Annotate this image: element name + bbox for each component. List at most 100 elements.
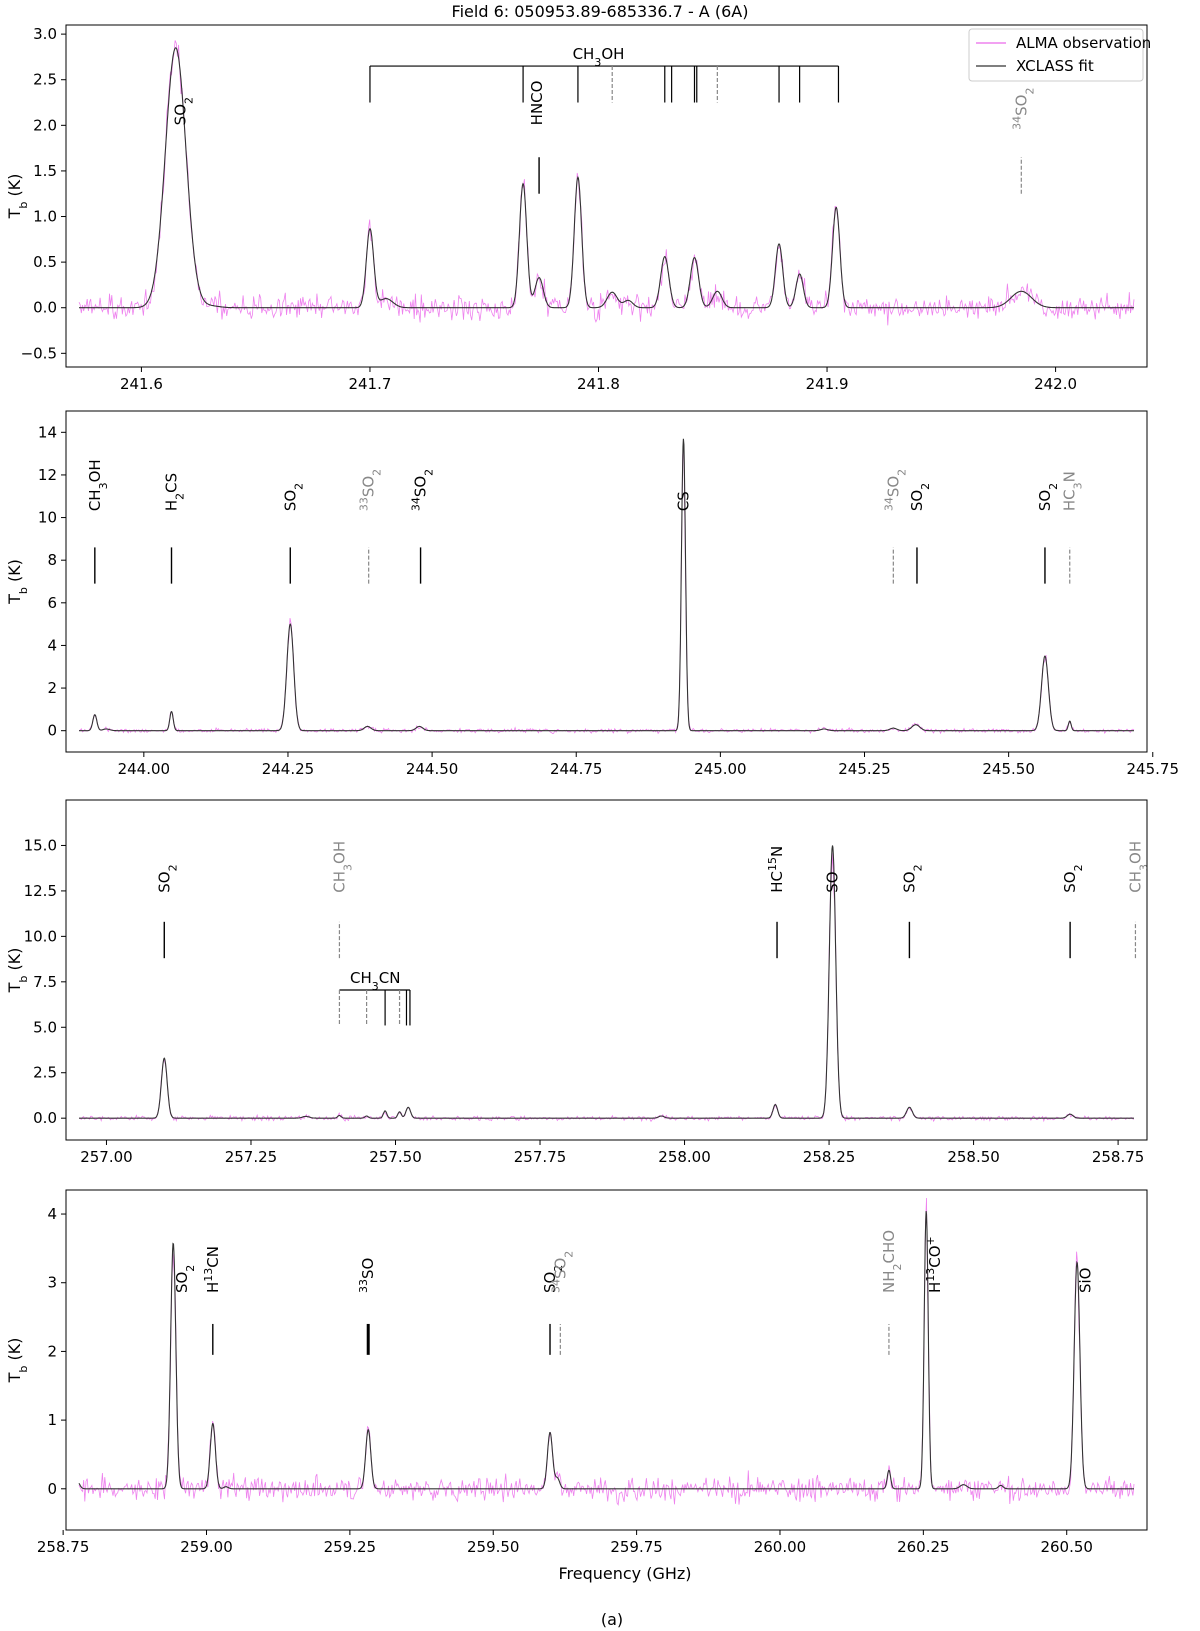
species-label: SO xyxy=(824,871,842,892)
x-tick-label: 260.25 xyxy=(897,1538,950,1556)
x-tick-label: 258.75 xyxy=(37,1538,90,1556)
y-tick-label: 2 xyxy=(47,1342,57,1360)
x-tick-label: 260.00 xyxy=(754,1538,807,1556)
y-tick-label: 10.0 xyxy=(24,927,57,945)
y-ticks: 0 1 2 3 4 xyxy=(47,1205,66,1498)
observation-series-line xyxy=(78,1197,1135,1506)
species-label: 33SO xyxy=(357,1258,378,1293)
y-tick-label: 4 xyxy=(47,1205,57,1223)
observation-series-line xyxy=(78,448,1135,735)
y-tick-label: −0.5 xyxy=(21,344,57,362)
x-tick-label: 244.50 xyxy=(406,760,459,778)
x-tick-label: 258.50 xyxy=(947,1148,1000,1166)
x-tick-label: 245.75 xyxy=(1127,760,1180,778)
y-tick-label: 0.0 xyxy=(33,299,57,317)
x-tick-label: 257.50 xyxy=(369,1148,422,1166)
fit-series-line xyxy=(79,47,1134,309)
species-label: SO2 xyxy=(171,97,195,125)
y-tick-label: 7.5 xyxy=(33,973,57,991)
x-tick-label: 260.50 xyxy=(1040,1538,1093,1556)
x-tick-label: 245.00 xyxy=(694,760,747,778)
species-label: CH3OH xyxy=(330,841,354,893)
species-label: SO2 xyxy=(173,1265,197,1293)
fit-series-line xyxy=(79,438,1134,732)
species-label: SiO xyxy=(1077,1268,1095,1294)
species-label: 34SO2 xyxy=(882,469,908,511)
axes-frame xyxy=(65,410,1148,753)
y-tick-label: 12.5 xyxy=(24,882,57,900)
x-tick-label: 259.50 xyxy=(467,1538,520,1556)
x-tick-label: 259.00 xyxy=(180,1538,233,1556)
x-tick-label: 257.00 xyxy=(80,1148,133,1166)
y-tick-label: 1 xyxy=(47,1411,57,1429)
y-tick-label: 0.0 xyxy=(33,1109,57,1127)
y-tick-label: 1.5 xyxy=(33,162,57,180)
legend-entry: XCLASS fit xyxy=(1016,57,1094,75)
x-ticks: 258.75 259.00 259.25 259.50 259.75 260.00 260.… xyxy=(37,1530,1093,1556)
y-axis-label: Tb (K) xyxy=(5,559,30,605)
species-label: H13CO+ xyxy=(923,1236,944,1293)
x-tick-label: 241.7 xyxy=(348,375,391,393)
spectrum-panel-1: CH3OH SO2 HNCO 34SO2 241.6 241.7 241.8 241.9 242… xyxy=(5,24,1151,393)
axes-frame xyxy=(65,1189,1148,1531)
observation-series-line xyxy=(78,40,1135,326)
y-tick-label: 2.5 xyxy=(33,71,57,89)
x-tick-label: 244.75 xyxy=(550,760,603,778)
group-label: CH3OH xyxy=(573,45,625,69)
species-label: NH2CHO xyxy=(880,1230,904,1293)
species-label: H13CN xyxy=(201,1246,222,1293)
species-label: SO2 xyxy=(155,864,179,892)
y-tick-label: 0.5 xyxy=(33,253,57,271)
fit-series-line xyxy=(78,1211,1134,1490)
fit-series-line xyxy=(79,845,1134,1119)
y-ticks: −0.5 0.0 0.5 1.0 1.5 2.0 2.5 3.0 xyxy=(21,25,66,362)
legend-entry: ALMA observation xyxy=(1016,34,1151,52)
legend-frame xyxy=(968,28,1144,82)
line-group-bracket: CH3OH xyxy=(369,45,840,103)
y-axis-label: Tb (K) xyxy=(5,948,30,994)
species-label: H2CS xyxy=(163,473,187,511)
species-label: CH3OH xyxy=(86,459,110,511)
axes-frame xyxy=(65,24,1148,368)
species-label: SO2 xyxy=(281,483,305,511)
x-tick-label: 257.75 xyxy=(514,1148,567,1166)
y-tick-label: 6 xyxy=(47,594,57,612)
y-tick-label: 10 xyxy=(38,509,57,527)
y-ticks: 0 2 4 6 8 10 12 14 xyxy=(38,423,66,740)
spectrum-panel-4: SO2H13CN33SOSO234SO2NH2CHOH13CO+SiO258.7… xyxy=(5,1189,1148,1556)
x-tick-label: 244.25 xyxy=(262,760,315,778)
species-label: 34SO2 xyxy=(1010,88,1036,130)
observation-series-line xyxy=(78,853,1135,1123)
species-label: SO2 xyxy=(900,864,924,892)
y-tick-label: 14 xyxy=(38,423,57,441)
spectrum-panel-3: CH3CN SO2 CH3OH HC15N SO SO2 SO2 CH3OH 257.00 257… xyxy=(5,799,1150,1166)
y-tick-label: 1.0 xyxy=(33,208,57,226)
species-label: 33SO2 xyxy=(357,469,383,511)
x-tick-label: 258.25 xyxy=(803,1148,856,1166)
y-axis-label: Tb (K) xyxy=(5,174,30,220)
y-tick-label: 0 xyxy=(47,722,57,740)
species-label: CH3OH xyxy=(1126,841,1150,893)
species-label: SO2 xyxy=(908,483,932,511)
x-tick-label: 242.0 xyxy=(1034,375,1077,393)
x-tick-label: 258.75 xyxy=(1092,1148,1145,1166)
figure-title: Field 6: 050953.89-685336.7 - A (6A) xyxy=(452,2,749,21)
x-tick-label: 241.8 xyxy=(577,375,620,393)
x-tick-label: 259.25 xyxy=(324,1538,377,1556)
species-label: CS xyxy=(674,491,692,511)
x-tick-label: 245.25 xyxy=(838,760,891,778)
y-tick-label: 4 xyxy=(47,636,57,654)
group-label: CH3CN xyxy=(350,969,400,993)
figure-caption: (a) xyxy=(601,1610,623,1629)
x-tick-label: 259.75 xyxy=(610,1538,663,1556)
species-label: HNCO xyxy=(528,81,546,126)
species-label: SO2 xyxy=(1061,864,1085,892)
species-label: HC3N xyxy=(1061,471,1085,511)
x-ticks: 244.00 244.25 244.50 244.75 245.00 245.25 245.… xyxy=(118,752,1179,778)
species-label: 34SO2 xyxy=(409,469,435,511)
y-tick-label: 2 xyxy=(47,679,57,697)
species-label: 34SO2 xyxy=(549,1251,575,1293)
y-tick-label: 0 xyxy=(47,1480,57,1498)
species-label: HC15N xyxy=(766,846,787,893)
